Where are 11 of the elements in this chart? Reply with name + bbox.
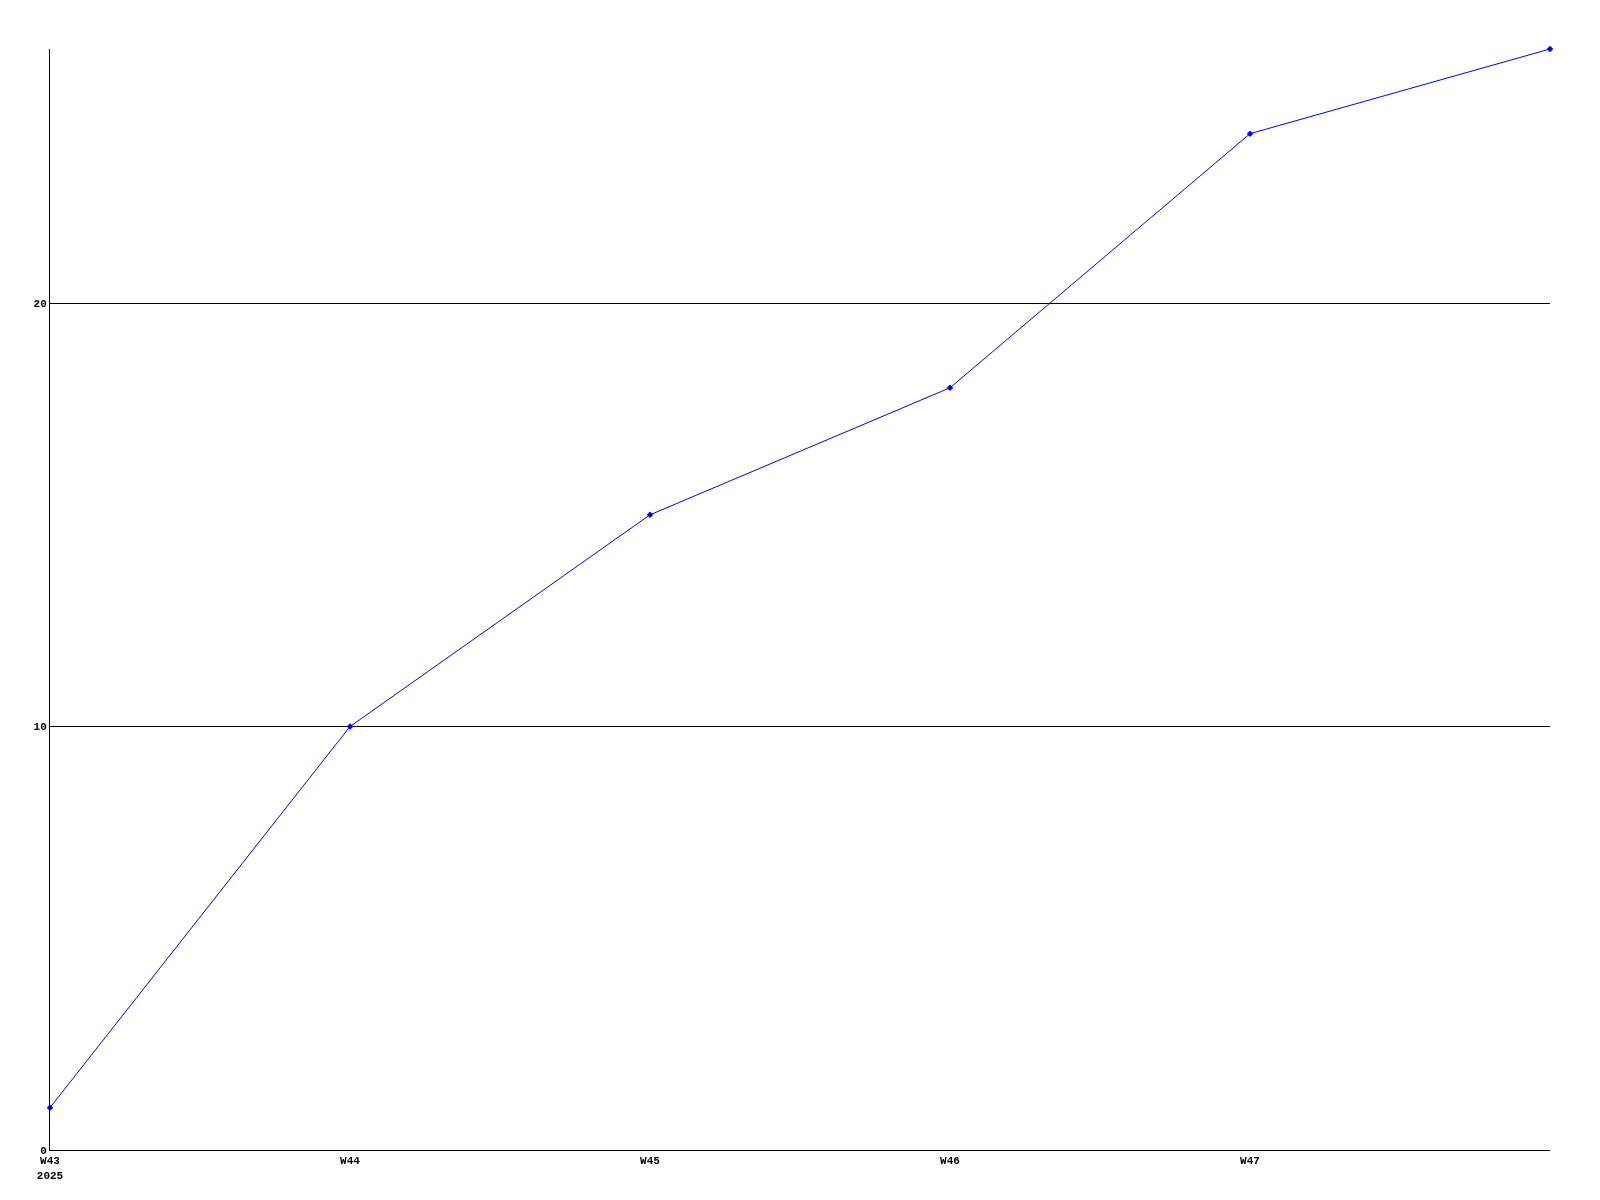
x-tick-label: W47 bbox=[1240, 1155, 1260, 1168]
point bbox=[646, 511, 654, 519]
y-tick-label: 20 bbox=[33, 297, 47, 310]
y-tick-label: 10 bbox=[33, 721, 47, 734]
y-tick-label: 0 bbox=[40, 1144, 47, 1157]
x-tick-label: W43 2025 bbox=[36, 1155, 64, 1182]
x-tick-label: W44 bbox=[340, 1155, 361, 1168]
point bbox=[946, 384, 954, 392]
x-tick-label: W45 bbox=[640, 1155, 661, 1168]
point bbox=[1546, 45, 1554, 53]
x-tick-label: W46 bbox=[940, 1155, 960, 1168]
